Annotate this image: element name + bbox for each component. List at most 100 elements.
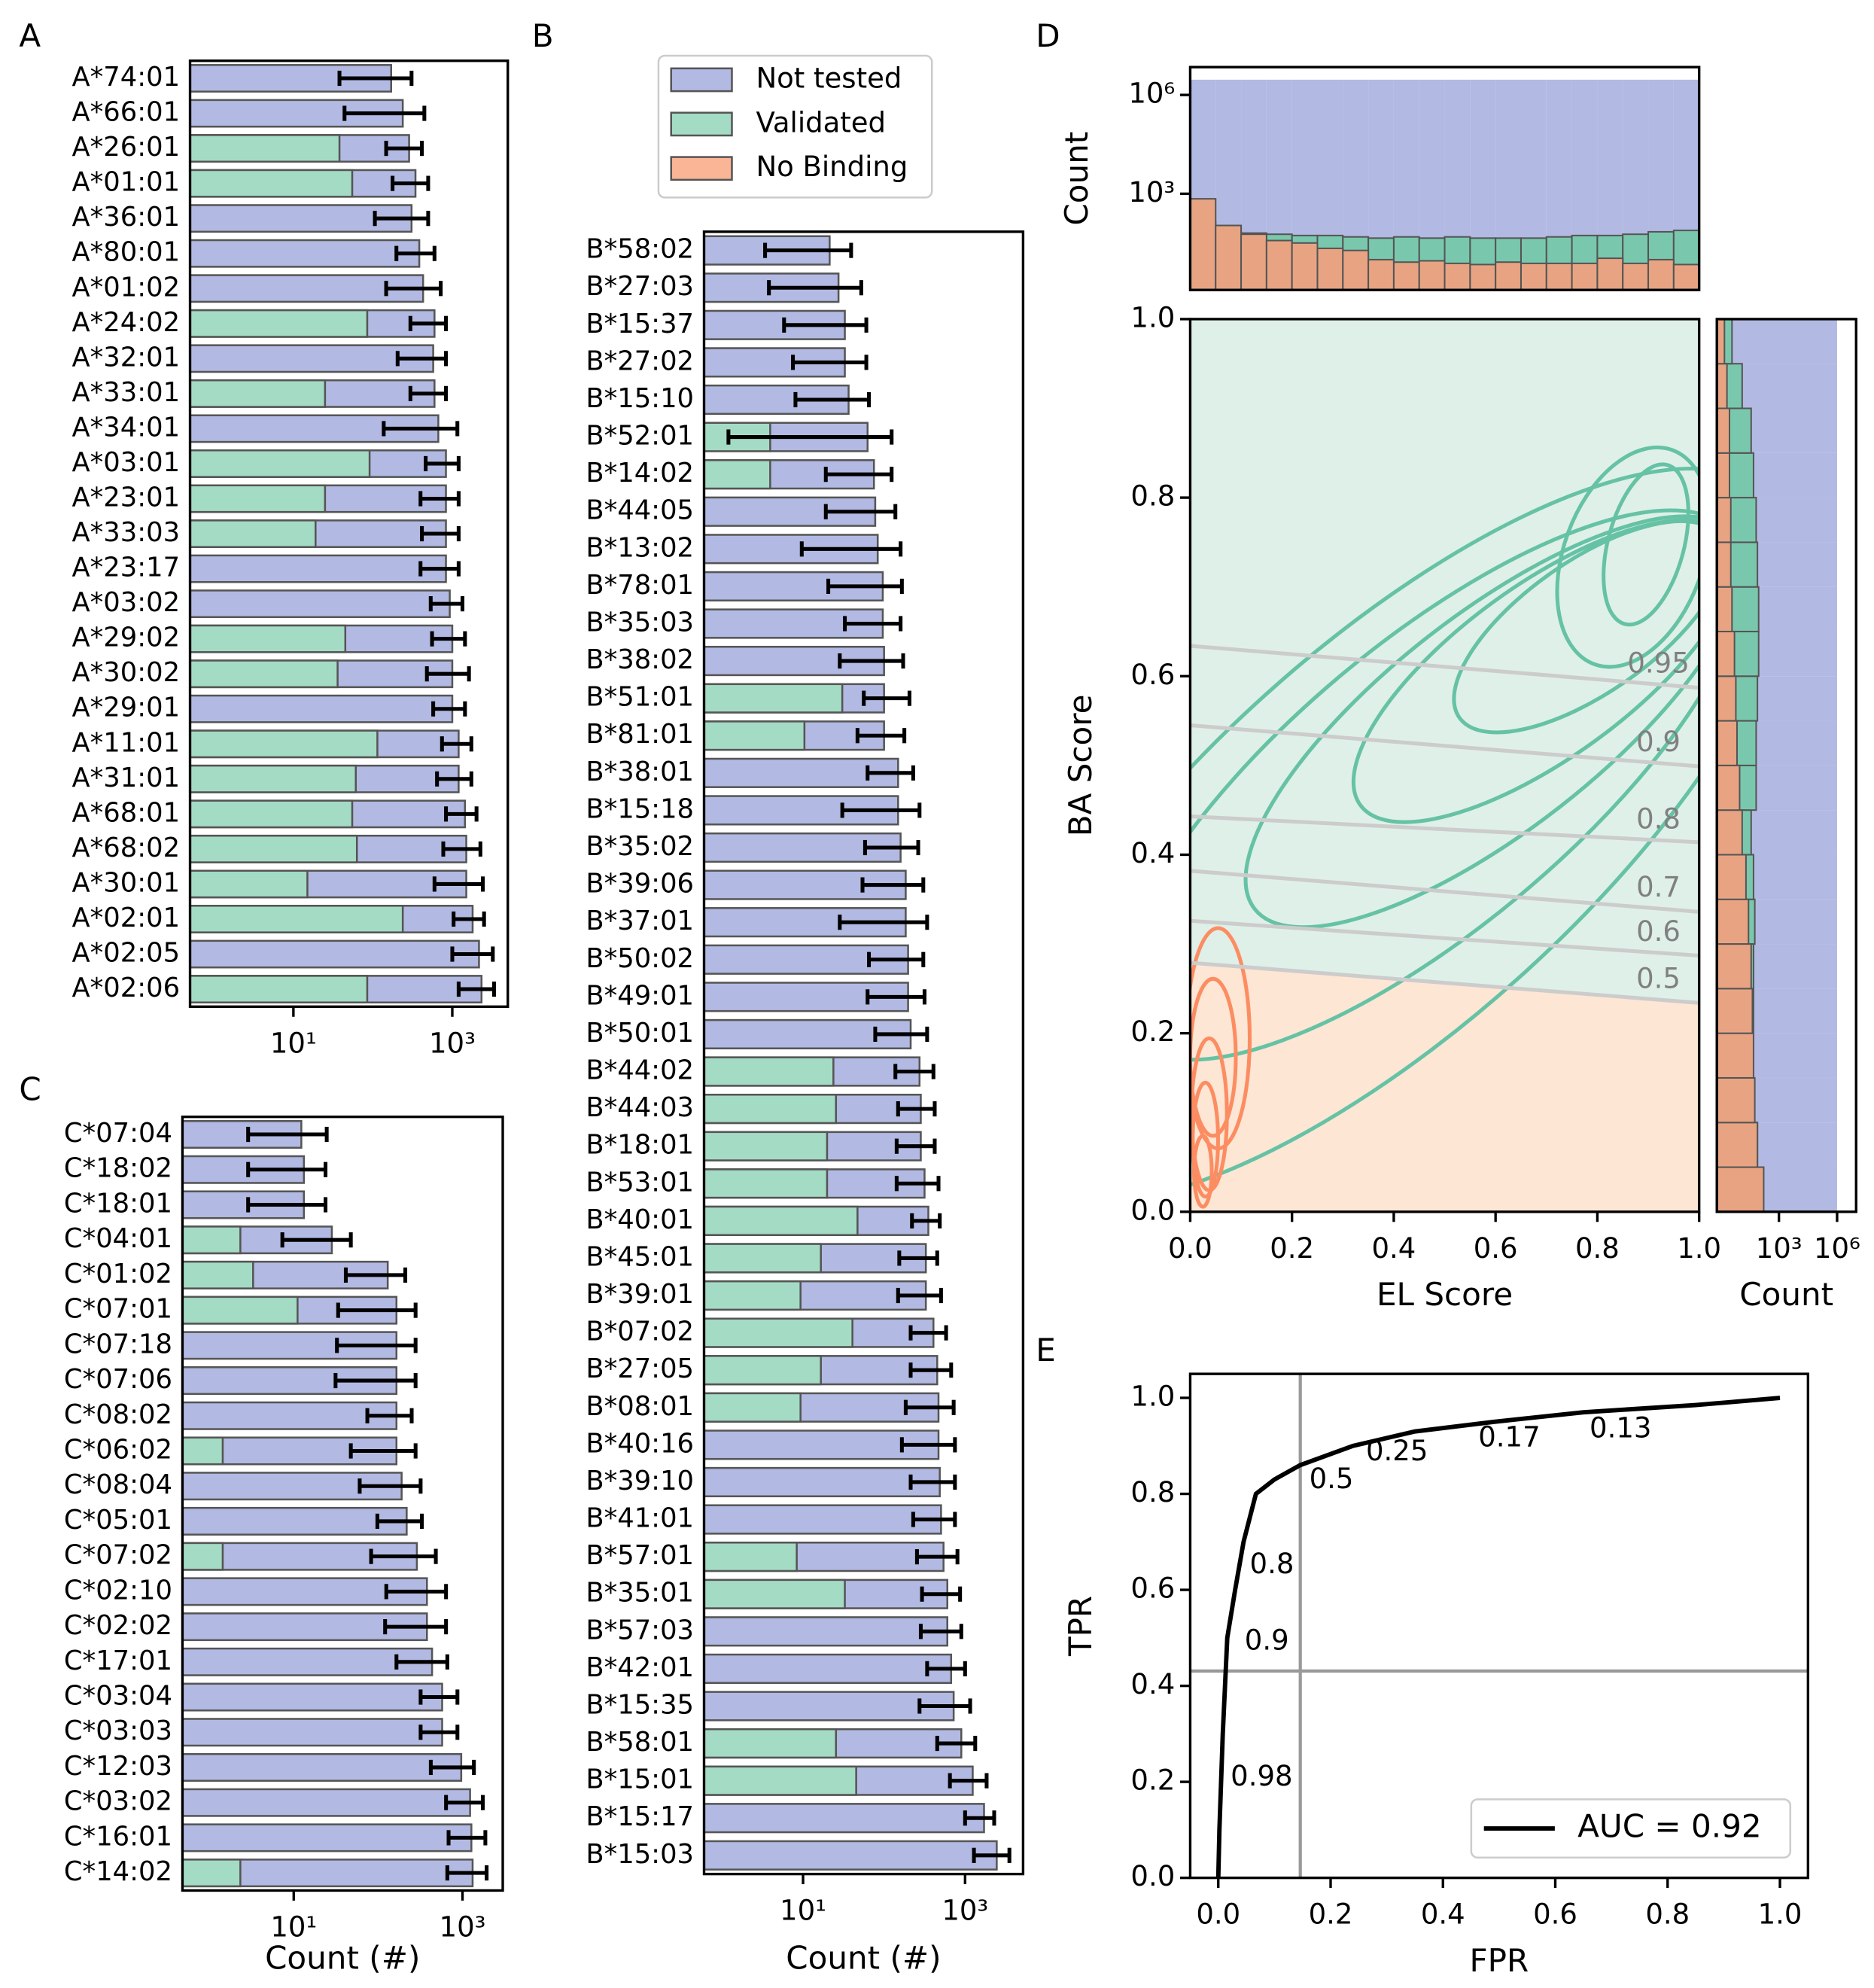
y-tick-label: 0.2: [1130, 1015, 1175, 1048]
series-line: [1190, 869, 1699, 914]
bar: [189, 589, 451, 619]
bar: [703, 1653, 953, 1684]
x-tick-label: 0.0: [1196, 1898, 1240, 1931]
category-label: A*01:01: [71, 167, 180, 198]
category-label: A*31:01: [71, 763, 180, 793]
category-label: B*35:03: [586, 607, 694, 638]
category-label: C*03:02: [64, 1786, 172, 1817]
category-label: A*33:03: [71, 517, 180, 548]
category-label: B*38:02: [586, 644, 694, 675]
annotation: 0.25: [1366, 1435, 1428, 1467]
histogram-bar: [1392, 261, 1420, 291]
y-tick-label: 1.0: [1130, 301, 1175, 333]
category-label: C*07:18: [64, 1329, 172, 1359]
bar: [189, 799, 354, 829]
bar: [181, 1436, 224, 1466]
category-label: B*44:02: [586, 1055, 694, 1086]
histogram-bar: [1622, 262, 1650, 291]
panel-label: D: [1036, 17, 1060, 54]
category-label: B*41:01: [586, 1503, 694, 1534]
y-tick-label: 0.8: [1130, 1476, 1175, 1509]
category-label: B*35:02: [586, 831, 694, 862]
density-contours: [1190, 445, 1699, 1209]
category-label: B*18:01: [586, 1130, 694, 1161]
bar: [703, 1840, 998, 1871]
category-label: B*15:01: [586, 1764, 694, 1795]
histogram-bar: [1215, 224, 1243, 291]
bar: [189, 554, 447, 583]
category-label: B*57:03: [586, 1615, 694, 1646]
histogram-bar: [1469, 263, 1497, 291]
histogram-bar: [1418, 260, 1446, 291]
x-axis-label: Count (#): [265, 1939, 420, 1976]
category-label: A*32:01: [71, 342, 180, 373]
category-label: B*38:01: [586, 757, 694, 787]
bar: [703, 1429, 940, 1460]
legend-label: AUC = 0.92: [1577, 1808, 1761, 1845]
histogram-bar: [1716, 1122, 1759, 1168]
x-tick-label: 10³: [942, 1895, 988, 1927]
category-label: A*30:02: [71, 657, 180, 688]
histogram-bar: [1716, 943, 1752, 990]
panel-label: A: [19, 17, 41, 54]
bar: [189, 624, 347, 653]
x-tick-label: 0.6: [1474, 1232, 1518, 1265]
contour: [1190, 976, 1238, 1138]
y-tick-label: 10³: [1128, 176, 1175, 209]
category-label: A*23:17: [71, 553, 180, 583]
contour: [1243, 514, 1699, 930]
x-tick-label: 10³: [440, 1910, 486, 1943]
x-tick-label: 10³: [429, 1027, 476, 1059]
x-tick-label: 10⁶: [1814, 1232, 1860, 1265]
bar: [189, 764, 357, 793]
bar: [189, 939, 480, 969]
bar: [703, 757, 899, 788]
legend-label: Not tested: [756, 62, 902, 94]
histogram-bar: [1716, 407, 1730, 454]
axes-frame: [1188, 1372, 1810, 1880]
bar: [703, 1542, 798, 1572]
bar: [189, 694, 454, 723]
category-label: C*07:06: [64, 1364, 172, 1395]
histogram-bar: [1716, 630, 1736, 677]
histogram-bar: [1716, 854, 1747, 900]
category-label: A*30:01: [71, 867, 180, 898]
axes-frame: [1188, 65, 1701, 291]
category-label: B*15:10: [586, 383, 694, 414]
legend-box: [1470, 1798, 1792, 1859]
category-label: B*37:01: [586, 906, 694, 936]
histogram-bar: [1716, 675, 1737, 722]
category-label: B*15:18: [586, 793, 694, 824]
panel-label: C: [19, 1071, 41, 1108]
histogram-bar: [1316, 247, 1344, 291]
x-tick-label: 0.4: [1372, 1232, 1416, 1265]
line-label: 0.7: [1636, 871, 1681, 903]
category-label: C*04:01: [64, 1223, 172, 1254]
x-tick-label: 0.4: [1421, 1898, 1465, 1931]
bar: [703, 1691, 955, 1722]
histogram-bar: [1367, 258, 1395, 291]
bar: [181, 1682, 443, 1712]
category-label: B*40:16: [586, 1428, 694, 1459]
category-label: B*49:01: [586, 980, 694, 1011]
category-label: B*50:02: [586, 943, 694, 974]
bar: [703, 459, 771, 490]
annotation: 0.98: [1231, 1760, 1292, 1792]
legend-label: Validated: [756, 106, 886, 139]
y-tick-label: 0.4: [1130, 1668, 1175, 1700]
histogram-bar: [1716, 764, 1741, 811]
bar: [703, 1317, 853, 1348]
category-label: B*50:01: [586, 1018, 694, 1049]
x-tick-label: 10¹: [270, 1910, 317, 1943]
x-tick-label: 0.6: [1533, 1898, 1577, 1931]
histogram-bar: [1342, 249, 1370, 291]
histogram-bar: [1444, 262, 1471, 291]
category-label: B*27:03: [586, 271, 694, 302]
series-line: [1190, 723, 1699, 769]
bar: [703, 1168, 829, 1199]
category-label: A*01:02: [71, 272, 180, 303]
contour: [1190, 508, 1699, 1062]
category-label: C*12:03: [64, 1751, 172, 1782]
histogram-bar: [1240, 233, 1267, 291]
